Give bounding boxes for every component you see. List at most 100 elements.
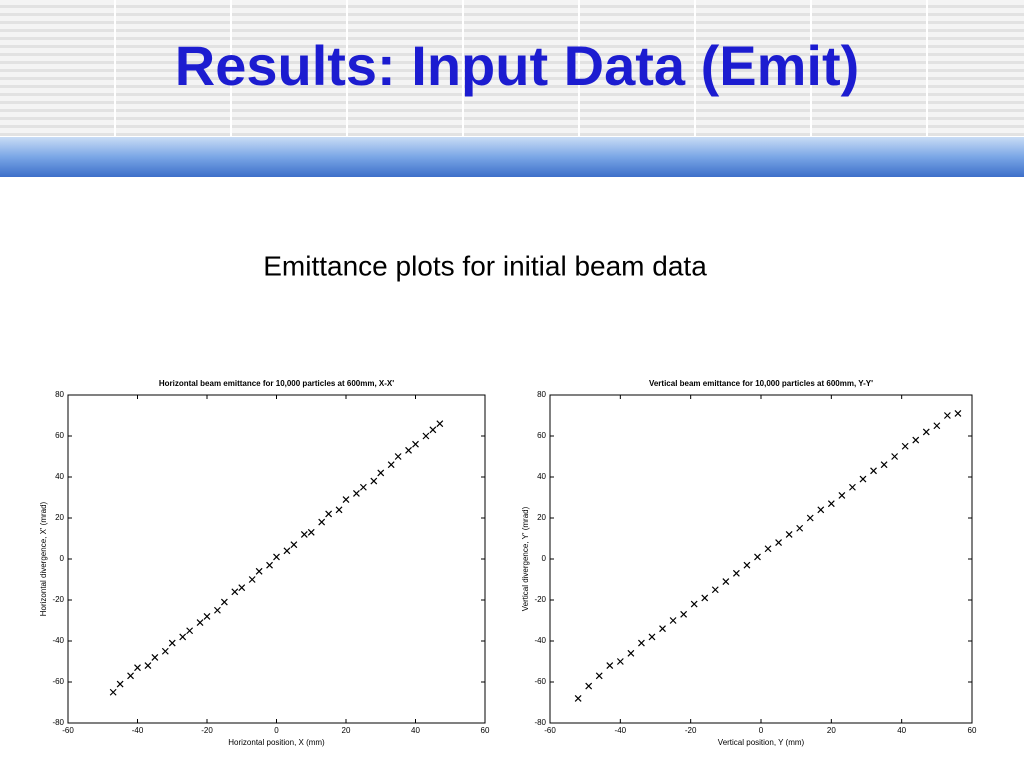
- y-tick-label: -20: [52, 595, 64, 604]
- y-tick-label: 0: [60, 554, 65, 563]
- plot-area: [67, 394, 486, 724]
- scatter-point: [290, 541, 298, 549]
- scatter-point: [701, 594, 709, 602]
- scatter-point: [954, 410, 962, 417]
- scatter-point: [248, 576, 256, 583]
- y-tick-label: 40: [55, 472, 64, 481]
- chart: Horizontal beam emittance for 10,000 par…: [39, 379, 490, 747]
- scatter-point: [436, 420, 444, 428]
- y-tick-label: 80: [55, 390, 64, 399]
- scatter-point: [912, 436, 920, 444]
- scatter-point: [669, 617, 677, 624]
- scatter-point: [648, 633, 656, 641]
- x-tick-label: 60: [968, 726, 977, 735]
- scatter-point: [307, 528, 315, 536]
- scatter-point: [283, 547, 291, 555]
- scatter-point: [817, 506, 825, 514]
- scatter-point: [342, 496, 350, 503]
- scatter-point: [764, 545, 772, 553]
- scatter-point: [880, 461, 888, 469]
- scatter-point: [933, 422, 941, 430]
- y-tick-label: -40: [52, 636, 64, 645]
- scatter-point: [151, 653, 159, 661]
- x-tick-label: 0: [759, 726, 764, 735]
- scatter-point: [273, 553, 280, 561]
- x-axis-label: Vertical position, Y (mm): [718, 738, 805, 747]
- scatter-point: [891, 453, 899, 460]
- scatter-point: [638, 639, 645, 647]
- scatter-point: [325, 510, 333, 518]
- y-tick-label: -40: [534, 636, 546, 645]
- x-tick-label: 20: [827, 726, 836, 735]
- y-tick-label: 20: [537, 513, 546, 522]
- y-axis-label: Horizontal divergence, X' (mrad): [39, 501, 48, 616]
- scatter-point: [838, 492, 846, 499]
- scatter-point: [627, 649, 635, 657]
- x-tick-label: 0: [274, 726, 279, 735]
- y-tick-label: 40: [537, 472, 546, 481]
- y-tick-label: 60: [537, 431, 546, 440]
- slide-title: Results: Input Data (Emit): [175, 34, 859, 97]
- scatter-point: [359, 483, 367, 491]
- scatter-point: [827, 500, 835, 508]
- scatter-point: [595, 672, 603, 680]
- scatter-point: [144, 662, 152, 670]
- scatter-point: [203, 612, 211, 620]
- scatter-point: [796, 524, 804, 532]
- x-tick-label: -40: [132, 726, 144, 735]
- scatter-point: [266, 561, 273, 569]
- scatter-point: [943, 412, 951, 419]
- scatter-point: [722, 578, 730, 585]
- scatter-point: [806, 514, 814, 522]
- y-tick-label: 80: [537, 390, 546, 399]
- scatter-point: [300, 530, 308, 538]
- header-bar: [0, 137, 1024, 177]
- y-axis-label: Vertical divergence, Y' (mrad): [521, 506, 530, 611]
- scatter-point: [690, 600, 698, 608]
- scatter-point: [659, 625, 666, 633]
- x-axis-label: Horizontal position, X (mm): [228, 738, 325, 747]
- scatter-point: [849, 483, 856, 491]
- x-tick-label: -20: [685, 726, 697, 735]
- scatter-point: [116, 680, 124, 688]
- scatter-point: [220, 598, 228, 606]
- scatter-point: [922, 428, 930, 436]
- scatter-point: [387, 461, 395, 469]
- scatter-point: [616, 658, 624, 665]
- x-tick-label: -20: [201, 726, 213, 735]
- scatter-point: [255, 567, 263, 575]
- scatter-point: [711, 586, 719, 594]
- scatter-point: [785, 530, 793, 538]
- scatter-point: [754, 553, 761, 561]
- scatter-point: [775, 539, 783, 547]
- scatter-point: [335, 506, 343, 514]
- scatter-point: [231, 588, 239, 596]
- x-tick-label: -60: [62, 726, 74, 735]
- x-tick-label: 20: [342, 726, 351, 735]
- scatter-point: [429, 426, 437, 434]
- x-tick-label: 40: [411, 726, 420, 735]
- y-tick-label: 20: [55, 513, 64, 522]
- scatter-point: [196, 619, 204, 626]
- plot-area: [549, 394, 973, 724]
- scatter-point: [377, 469, 385, 477]
- scatter-point: [134, 664, 141, 672]
- scatter-point: [214, 606, 221, 614]
- scatter-point: [680, 610, 688, 618]
- scatter-point: [127, 672, 134, 680]
- scatter-point: [405, 446, 412, 454]
- scatter-point: [422, 432, 430, 440]
- x-tick-label: -60: [544, 726, 556, 735]
- y-tick-label: -80: [52, 718, 64, 727]
- scatter-point: [585, 682, 593, 690]
- scatter-point: [238, 584, 246, 592]
- chart: Vertical beam emittance for 10,000 parti…: [521, 379, 977, 747]
- scatter-point: [353, 489, 360, 497]
- chart-title: Horizontal beam emittance for 10,000 par…: [159, 379, 394, 388]
- y-tick-label: -60: [52, 677, 64, 686]
- scatter-point: [370, 477, 378, 485]
- y-tick-label: -20: [534, 595, 546, 604]
- y-tick-label: 0: [542, 554, 547, 563]
- scatter-point: [161, 647, 169, 655]
